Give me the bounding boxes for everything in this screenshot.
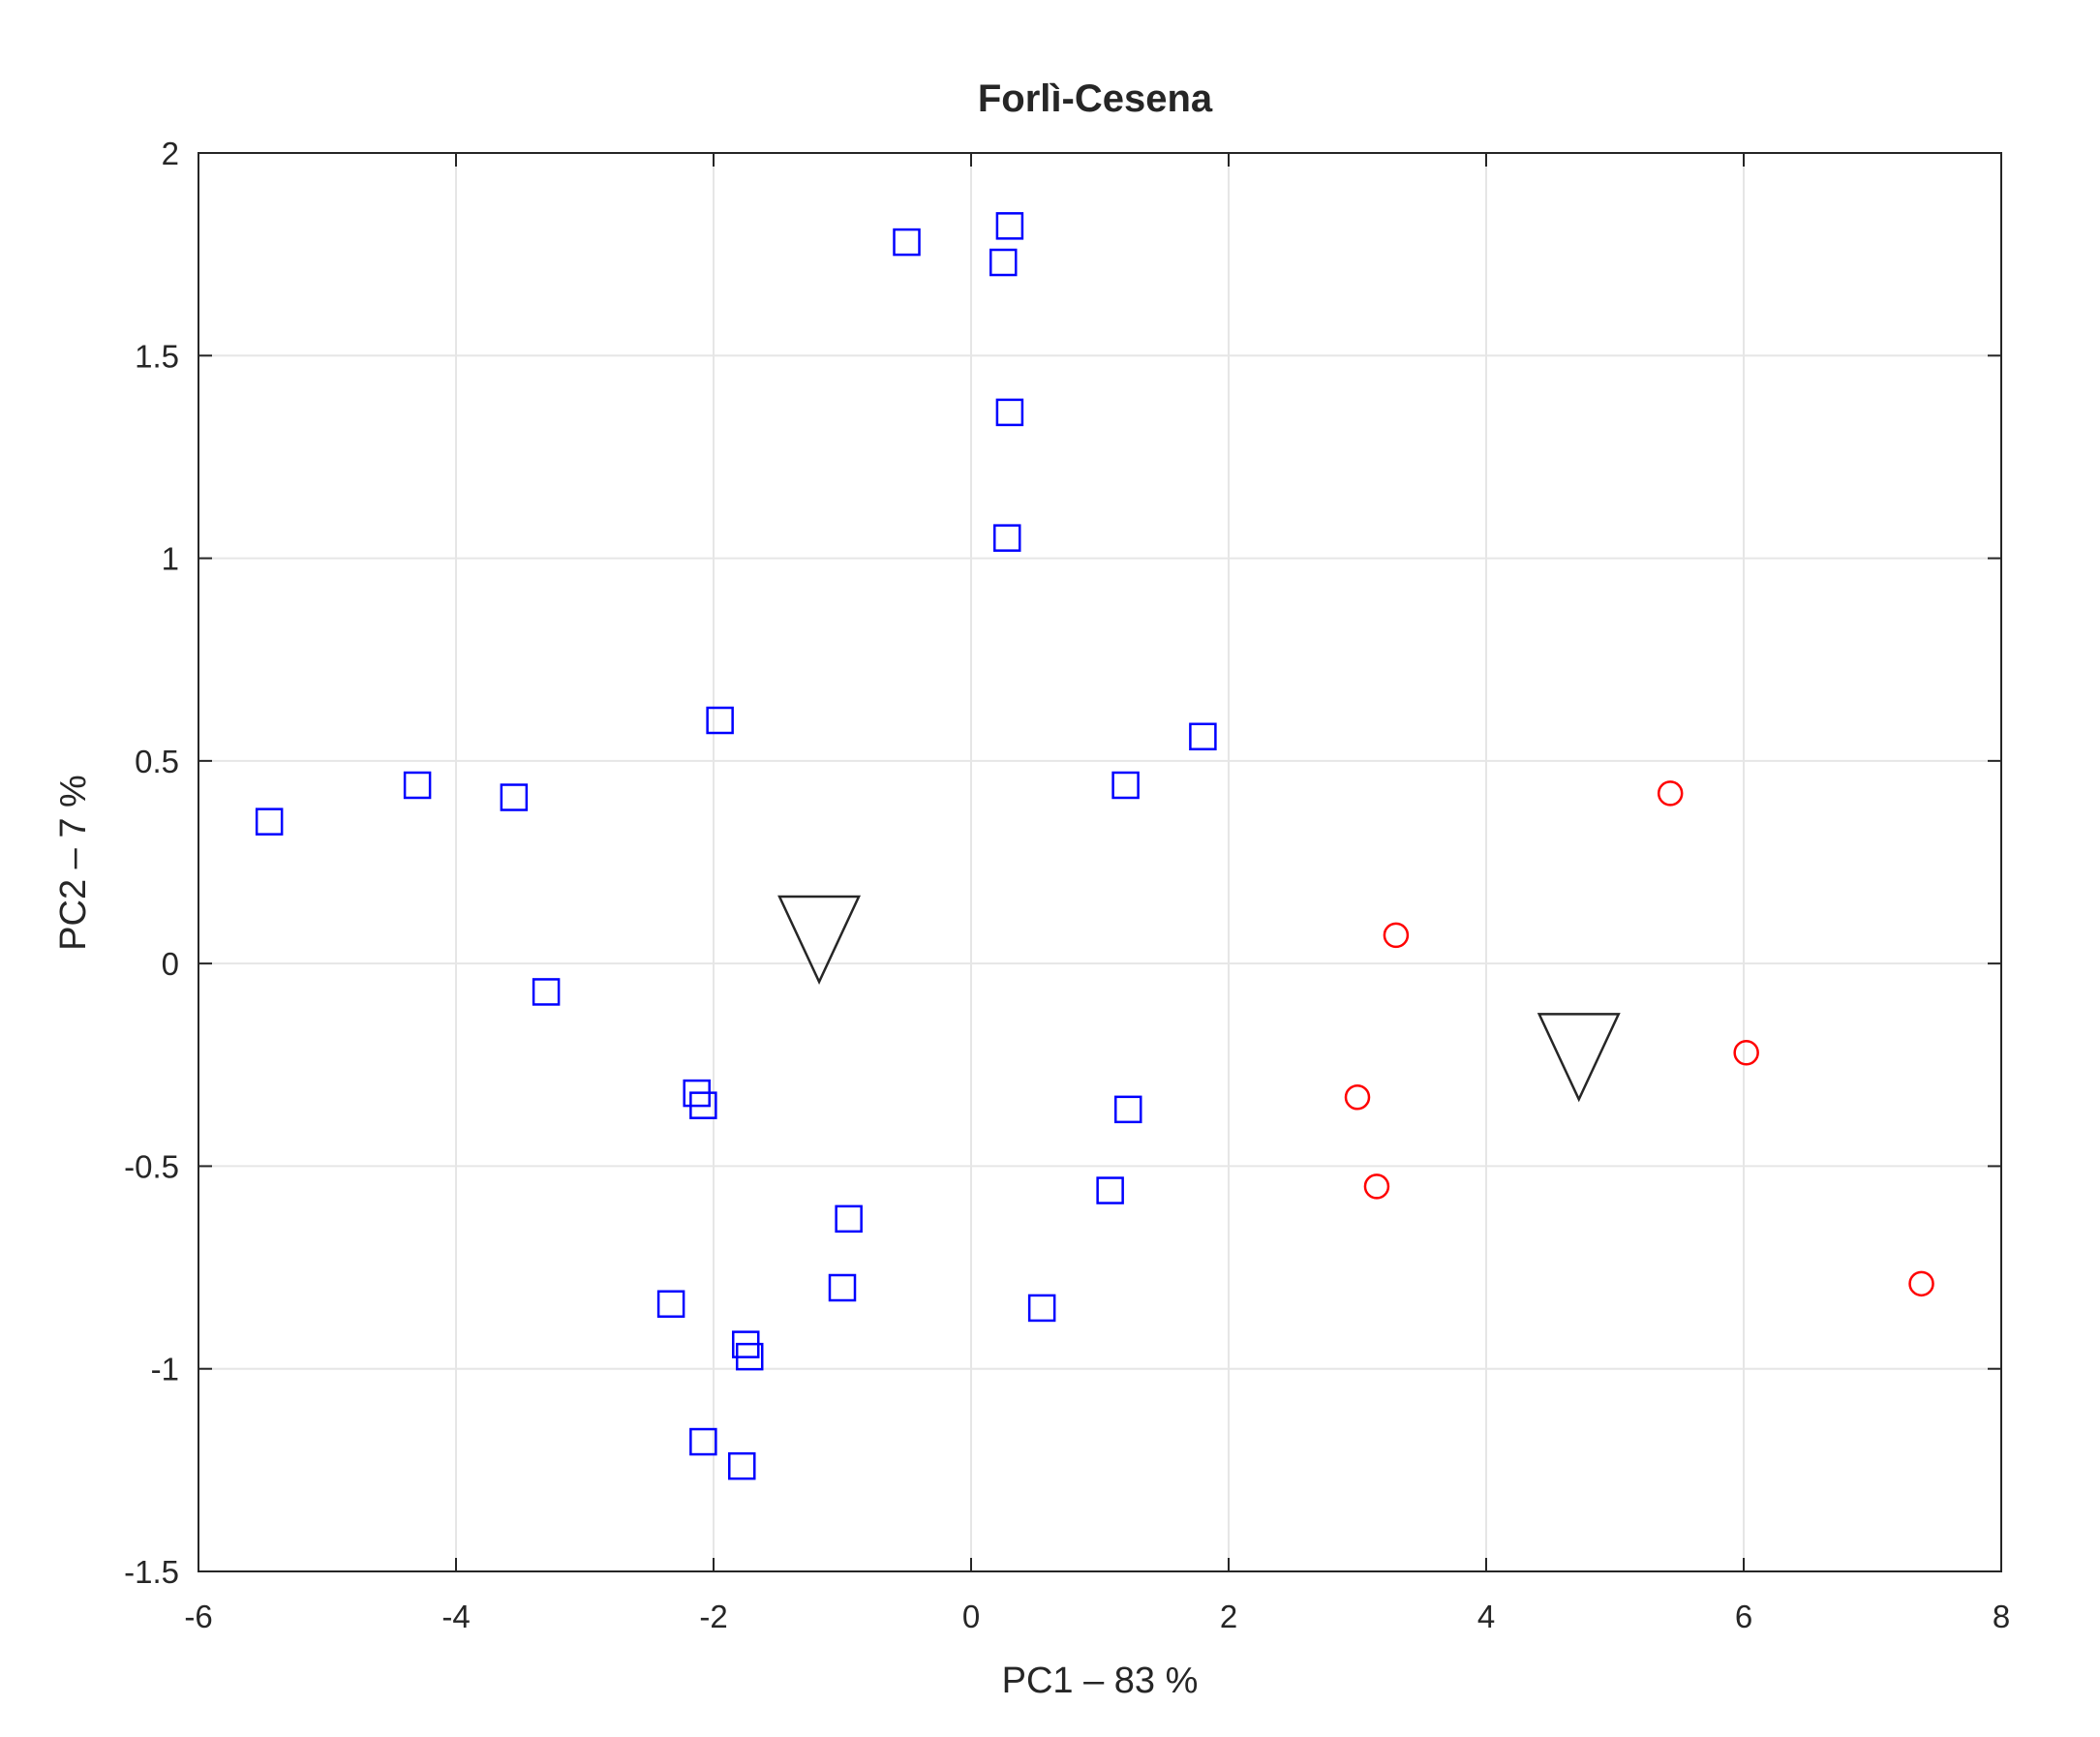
square-marker xyxy=(735,1342,764,1371)
x-tick-label: -4 xyxy=(441,1599,470,1634)
circle-marker xyxy=(1908,1270,1934,1297)
y-tick-label: 1 xyxy=(162,541,179,577)
square-marker xyxy=(1027,1294,1056,1323)
square-marker xyxy=(656,1290,685,1318)
x-axis-label: PC1 – 83 % xyxy=(1002,1661,1199,1701)
centroid-triangle-marker xyxy=(1537,1013,1621,1103)
y-tick-label: -1 xyxy=(151,1352,179,1387)
circle-marker xyxy=(1383,922,1410,949)
square-marker xyxy=(893,228,921,257)
x-tick-label: -6 xyxy=(184,1599,212,1634)
square-marker xyxy=(995,398,1024,427)
centroid-triangle-marker xyxy=(777,895,862,985)
square-marker xyxy=(1189,722,1217,750)
y-tick-label: -1.5 xyxy=(124,1554,179,1590)
data-markers xyxy=(255,212,1934,1480)
square-marker xyxy=(1111,771,1140,800)
square-marker xyxy=(532,978,561,1006)
x-tick-label: 2 xyxy=(1220,1599,1237,1634)
square-marker xyxy=(989,248,1018,277)
square-marker xyxy=(403,771,432,800)
x-tick-label: 8 xyxy=(1993,1599,2010,1634)
circle-marker xyxy=(1733,1039,1759,1066)
y-tick-label: 0 xyxy=(162,946,179,982)
plot-area-frame xyxy=(198,152,2002,1572)
square-marker xyxy=(1114,1095,1142,1124)
y-axis-label: PC2 – 7 % xyxy=(53,775,94,951)
x-tick-label: 0 xyxy=(962,1599,980,1634)
y-tick-label: 1.5 xyxy=(135,338,179,374)
square-marker xyxy=(689,1091,717,1119)
x-tick-label: 4 xyxy=(1477,1599,1495,1634)
square-marker xyxy=(995,212,1024,240)
square-marker xyxy=(728,1451,756,1480)
square-marker xyxy=(689,1427,717,1456)
x-tick-label: -2 xyxy=(699,1599,727,1634)
square-marker xyxy=(828,1273,857,1302)
x-tick-label: 6 xyxy=(1735,1599,1752,1634)
square-marker xyxy=(706,706,734,735)
chart-title: Forlì-Cesena xyxy=(978,77,1213,120)
y-tick-label: -0.5 xyxy=(124,1148,179,1184)
circle-marker xyxy=(1344,1084,1371,1111)
y-tick-label: 2 xyxy=(162,136,179,171)
square-marker xyxy=(255,808,284,836)
circle-marker xyxy=(1363,1173,1390,1200)
square-marker xyxy=(835,1204,863,1234)
square-marker xyxy=(1096,1176,1124,1204)
y-tick-label: 0.5 xyxy=(135,744,179,779)
grid xyxy=(198,153,2001,1571)
axis-ticks: -6 -4 -2 0 2 4 6 8 -1.5 -1 -0.5 0 0.5 1 1.5 2 xyxy=(124,136,2010,1634)
square-marker xyxy=(992,524,1021,552)
square-marker xyxy=(500,783,529,811)
circle-marker xyxy=(1657,780,1684,807)
